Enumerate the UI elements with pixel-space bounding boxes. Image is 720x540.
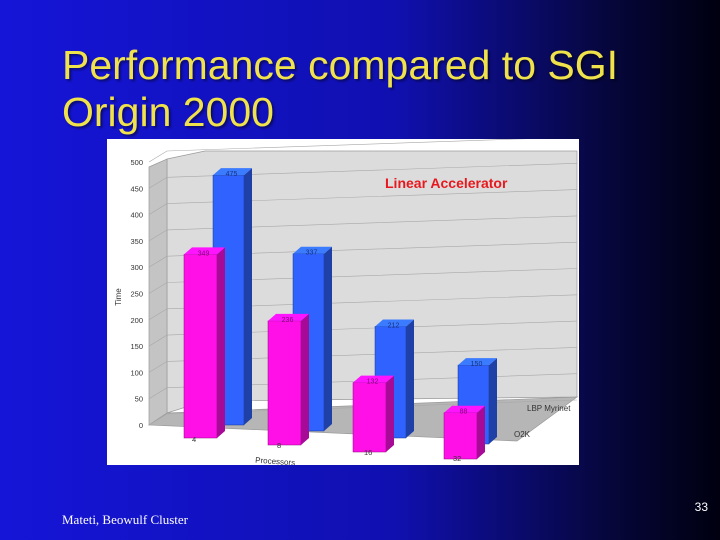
gridline [148,268,578,294]
chart-panel: 0 50 100 150 200 250 300 350 400 450 500 475 337 212… [107,139,579,465]
y-tick-label: 0 [139,421,143,430]
y-tick-label: 350 [130,237,143,246]
bar-side-face [244,168,252,425]
y-tick-label: 400 [130,211,143,220]
series-back-row: 475 337 212 150 [212,168,497,445]
chart-title: Linear Accelerator [385,175,508,191]
y-tick-label: 150 [130,342,143,351]
bar-side-face [301,313,309,445]
page-number: 33 [694,500,708,514]
gridline [148,320,578,347]
x-axis-categories: 4 8 16 32 [192,435,461,463]
bar-o2k-32: 88 [443,405,485,460]
y-tick-label: 50 [135,395,143,404]
bar-top-face [458,358,497,366]
bar-front-face [267,320,302,446]
gridline [148,189,578,215]
data-label: 88 [460,409,468,416]
bar-chart: 0 50 100 150 200 250 300 350 400 450 500 475 337 212… [114,139,579,465]
x-tick-label: 8 [277,441,281,450]
gridline [148,139,528,163]
gridline [148,347,578,373]
data-label: 150 [471,361,483,368]
x-axis-label: Processors [255,456,296,465]
gridline [148,163,578,189]
footer-text: Mateti, Beowulf Cluster [62,512,189,527]
y-tick-label: 100 [130,368,143,377]
y-tick-label: 200 [130,316,143,325]
y-axis-ticks: 0 50 100 150 200 250 300 350 400 450 500 [130,158,143,430]
bar-o2k-4: 349 [183,247,225,439]
gridline [148,373,578,399]
y-tick-label: 500 [130,158,143,167]
gridline [148,399,578,426]
bar-side-face [489,358,497,444]
bar-side-face [324,246,332,431]
y-axis-label: Time [114,288,123,306]
series-label-o2k: O2K [514,430,531,439]
bar-top-face [213,168,252,176]
data-label: 349 [198,250,210,257]
bar-top-face [184,247,225,255]
series-front-row: 349 236 132 88 [183,247,485,460]
data-label: 212 [388,322,400,329]
bar-side-face [406,319,414,438]
y-tick-label: 450 [130,184,143,193]
data-label: 132 [367,379,379,386]
bar-top-face [268,313,309,321]
bar-side-face [217,247,225,438]
gridline [148,294,578,321]
y-tick-label: 300 [130,263,143,272]
bar-side-face [386,375,394,452]
series-label-lbp-myrinet: LBP Myrinet [527,404,571,413]
x-tick-label: 4 [192,435,196,444]
bar-top-face [293,246,332,254]
data-label: 475 [226,171,238,178]
bar-front-face [352,382,387,453]
bar-top-face [375,319,414,327]
bar-side-face [477,405,485,459]
slide-title: Performance compared to SGI Origin 2000 [62,42,619,135]
x-tick-label: 16 [364,448,372,457]
bar-front-face [443,412,478,460]
gridline [148,215,578,242]
x-tick-label: 32 [453,454,461,463]
data-label: 236 [282,317,294,324]
bar-top-face [444,405,485,413]
data-label: 337 [306,250,318,257]
gridline [148,241,578,268]
y-tick-label: 250 [130,290,143,299]
bar-o2k-16: 132 [352,375,394,453]
bar-o2k-8: 236 [267,313,309,446]
bar-top-face [353,375,394,383]
bar-front-face [183,254,218,439]
